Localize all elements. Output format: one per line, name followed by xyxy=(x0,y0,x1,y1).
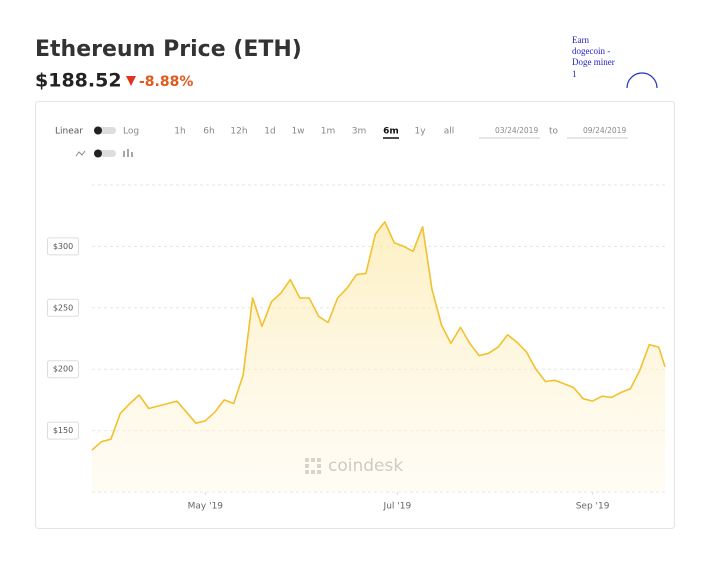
range-button[interactable]: 1y xyxy=(414,127,426,137)
range-button[interactable]: 6h xyxy=(203,127,214,137)
title: Ethereum Price (ETH) xyxy=(35,37,302,62)
x-tick-label: May '19 xyxy=(188,502,224,512)
range-button[interactable]: 6m xyxy=(383,127,399,137)
date-from[interactable]: 03/24/2019 xyxy=(495,126,538,135)
scale-option[interactable]: Log xyxy=(123,127,139,137)
x-tick-label: Sep '19 xyxy=(576,502,610,512)
x-tick-label: Jul '19 xyxy=(383,502,412,512)
y-tick-label: $200 xyxy=(53,365,73,374)
ad-icon xyxy=(626,72,658,89)
range-button[interactable]: all xyxy=(444,127,455,137)
y-tick-box xyxy=(47,298,79,317)
ad[interactable]: Earn dogecoin - Doge miner 1 xyxy=(572,35,615,79)
range-bar: 1h 6h 12h 1d 1w 1m 3m 6m 1y all xyxy=(174,127,454,139)
date-to[interactable]: 09/24/2019 xyxy=(583,126,626,135)
ad-line: Doge miner xyxy=(572,57,615,67)
range-button[interactable]: 1w xyxy=(291,127,304,137)
toggle-knob xyxy=(94,126,102,135)
ad-line: Earn xyxy=(572,35,589,45)
y-tick-box xyxy=(47,237,79,256)
plot: $150 $200 $250 $300 May '19 Jul '19 Sep '19 xyxy=(47,184,666,512)
toggle-knob xyxy=(94,149,102,158)
price: $188.52 xyxy=(35,70,122,92)
price-line xyxy=(91,221,666,451)
range-button[interactable]: 1m xyxy=(321,127,336,137)
scale-option[interactable]: Linear xyxy=(55,127,83,137)
change: -8.88% xyxy=(139,74,193,90)
bar-icon[interactable] xyxy=(123,149,133,157)
y-tick-label: $300 xyxy=(53,242,73,251)
range-button[interactable]: 3m xyxy=(352,127,367,137)
y-tick-label: $250 xyxy=(53,303,73,312)
range-button[interactable]: 12h xyxy=(230,127,247,137)
range-button[interactable]: 1d xyxy=(264,127,275,137)
ad-line: dogecoin - xyxy=(572,46,610,56)
area-fill xyxy=(92,221,665,493)
line-icon[interactable] xyxy=(75,150,86,157)
range-button[interactable]: 1h xyxy=(174,127,185,137)
y-tick-label: $150 xyxy=(53,426,73,435)
down-arrow xyxy=(126,76,136,86)
date-sep: to xyxy=(549,127,559,137)
y-tick-box xyxy=(47,421,79,440)
y-tick-box xyxy=(47,360,79,379)
ad-line: 1 xyxy=(572,69,577,79)
